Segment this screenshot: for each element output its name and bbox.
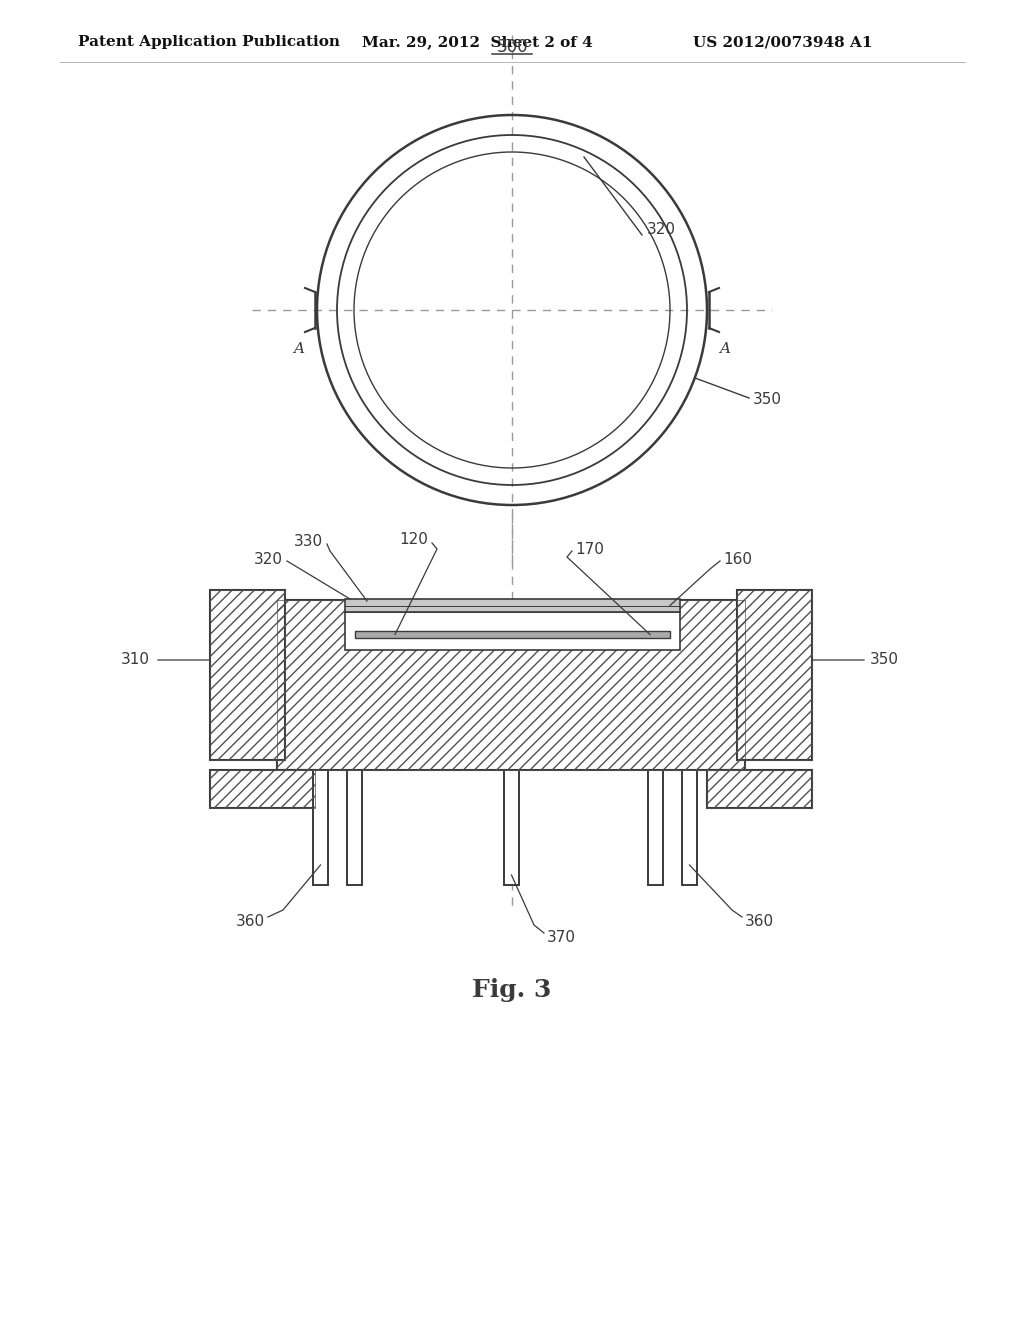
Bar [345, 612, 680, 649]
Bar [210, 770, 315, 808]
Text: A: A [294, 342, 304, 356]
Text: Mar. 29, 2012  Sheet 2 of 4: Mar. 29, 2012 Sheet 2 of 4 [362, 36, 593, 49]
Text: US 2012/0073948 A1: US 2012/0073948 A1 [693, 36, 872, 49]
Bar [313, 770, 328, 884]
Bar [737, 590, 812, 760]
Bar [210, 590, 285, 760]
Text: Patent Application Publication: Patent Application Publication [78, 36, 340, 49]
Bar [355, 631, 670, 638]
Bar [682, 770, 697, 884]
Text: 360: 360 [745, 913, 774, 928]
Bar [278, 601, 745, 770]
Text: 360: 360 [236, 913, 265, 928]
Bar [707, 770, 812, 808]
Bar [648, 770, 663, 884]
Text: Fig. 3: Fig. 3 [472, 978, 552, 1002]
Text: A: A [720, 342, 730, 356]
Text: 350: 350 [870, 652, 899, 668]
Text: 170: 170 [575, 541, 604, 557]
Bar [210, 590, 285, 760]
Text: 160: 160 [723, 552, 752, 566]
Text: 350: 350 [753, 392, 782, 408]
Bar [504, 770, 519, 884]
Bar [737, 590, 812, 760]
Text: 310: 310 [121, 652, 150, 668]
Text: 320: 320 [254, 552, 283, 566]
Text: 320: 320 [647, 223, 676, 238]
Bar [345, 599, 680, 612]
Bar [278, 601, 745, 770]
Bar [347, 770, 362, 884]
Text: 300: 300 [497, 38, 527, 55]
Text: 120: 120 [399, 532, 428, 546]
Bar [210, 770, 315, 808]
Text: 370: 370 [547, 929, 575, 945]
Bar [707, 770, 812, 808]
Text: 330: 330 [294, 533, 323, 549]
